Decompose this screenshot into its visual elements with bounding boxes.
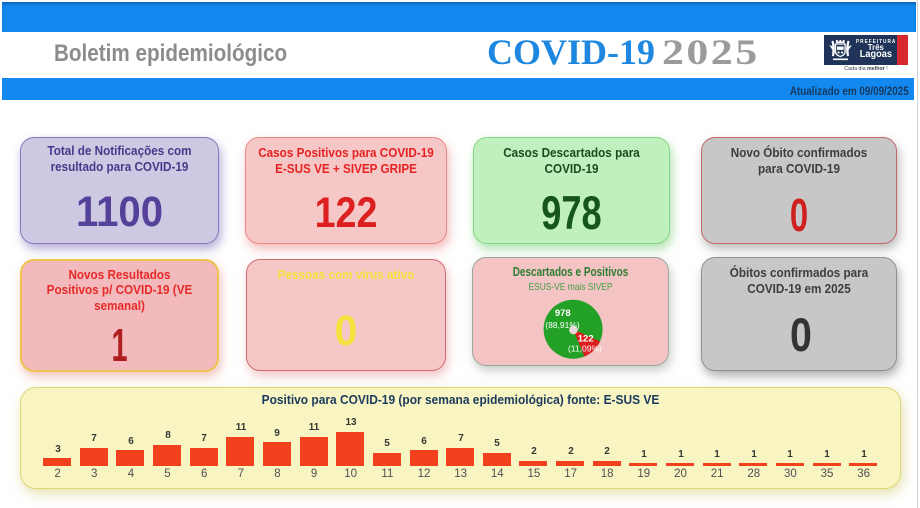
- svg-text:(11,09%): (11,09%): [568, 344, 602, 354]
- svg-text:978: 978: [555, 308, 571, 319]
- svg-text:(88,91%): (88,91%): [545, 320, 580, 330]
- svg-text:122: 122: [578, 333, 594, 344]
